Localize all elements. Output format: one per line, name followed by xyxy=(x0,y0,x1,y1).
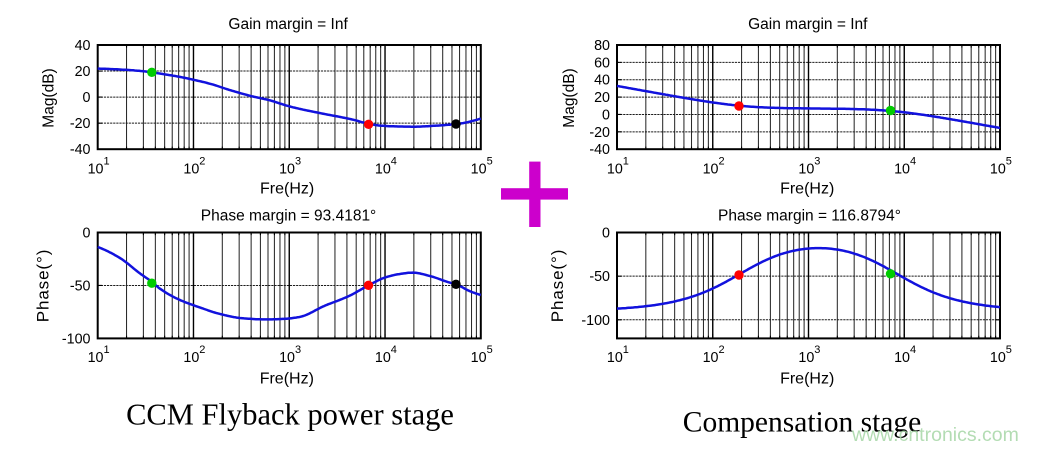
svg-text:Compensation stage: Compensation stage xyxy=(683,407,921,439)
svg-text:Mag(dB): Mag(dB) xyxy=(40,68,57,127)
svg-text:Phase(°): Phase(°) xyxy=(34,249,53,323)
svg-text:-20: -20 xyxy=(70,116,91,132)
svg-text:Mag(dB): Mag(dB) xyxy=(561,68,578,127)
svg-text:-50: -50 xyxy=(70,278,91,294)
svg-text:40: 40 xyxy=(75,38,91,54)
svg-text:0: 0 xyxy=(83,90,91,106)
svg-text:60: 60 xyxy=(594,55,610,71)
svg-text:0: 0 xyxy=(83,226,91,242)
svg-text:40: 40 xyxy=(594,73,610,89)
svg-text:80: 80 xyxy=(594,38,610,54)
svg-text:20: 20 xyxy=(75,64,91,80)
svg-text:Fre(Hz): Fre(Hz) xyxy=(780,371,834,388)
svg-text:Fre(Hz): Fre(Hz) xyxy=(260,181,314,198)
svg-text:-100: -100 xyxy=(581,313,610,329)
svg-text:-20: -20 xyxy=(589,125,610,141)
svg-text:-50: -50 xyxy=(589,269,610,285)
svg-text:CCM Flyback power stage: CCM Flyback power stage xyxy=(126,398,454,432)
svg-text:0: 0 xyxy=(602,226,610,242)
svg-text:-100: -100 xyxy=(62,331,91,347)
svg-text:Phase margin = 116.8794°: Phase margin = 116.8794° xyxy=(718,208,901,225)
svg-text:Fre(Hz): Fre(Hz) xyxy=(780,181,834,198)
svg-text:-40: -40 xyxy=(70,142,91,158)
svg-text:Gain margin = Inf: Gain margin = Inf xyxy=(748,16,868,33)
svg-text:0: 0 xyxy=(602,107,610,123)
svg-text:20: 20 xyxy=(594,90,610,106)
svg-text:-40: -40 xyxy=(589,142,610,158)
svg-text:Phase(°): Phase(°) xyxy=(548,249,567,323)
svg-text:Gain margin = Inf: Gain margin = Inf xyxy=(228,16,348,33)
svg-text:Phase margin = 93.4181°: Phase margin = 93.4181° xyxy=(201,208,377,225)
svg-text:www.cntronics.com: www.cntronics.com xyxy=(851,424,1019,446)
svg-text:Fre(Hz): Fre(Hz) xyxy=(260,371,314,388)
